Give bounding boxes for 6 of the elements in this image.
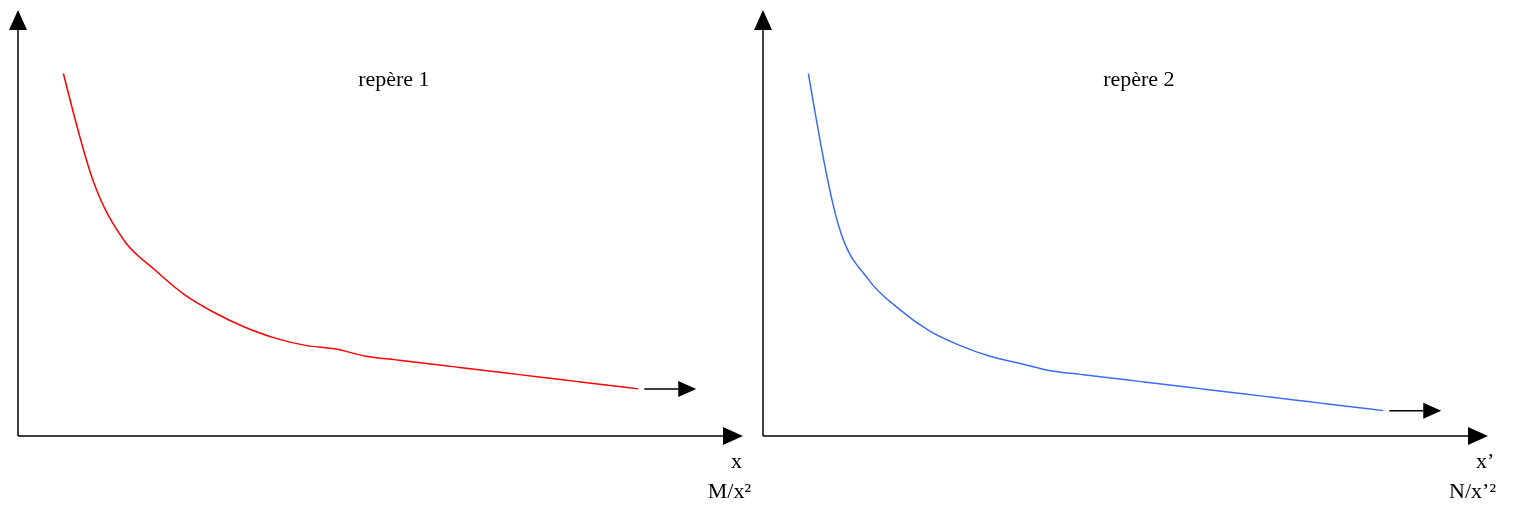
- text: M/x²: [707, 478, 751, 504]
- chart-title: repère 2: [1103, 66, 1175, 92]
- x-axis-title: x: [731, 448, 742, 474]
- chart-title: repère 1: [358, 66, 430, 92]
- text: N/x’²: [1449, 478, 1496, 504]
- x-axis-title: x’: [1476, 448, 1495, 474]
